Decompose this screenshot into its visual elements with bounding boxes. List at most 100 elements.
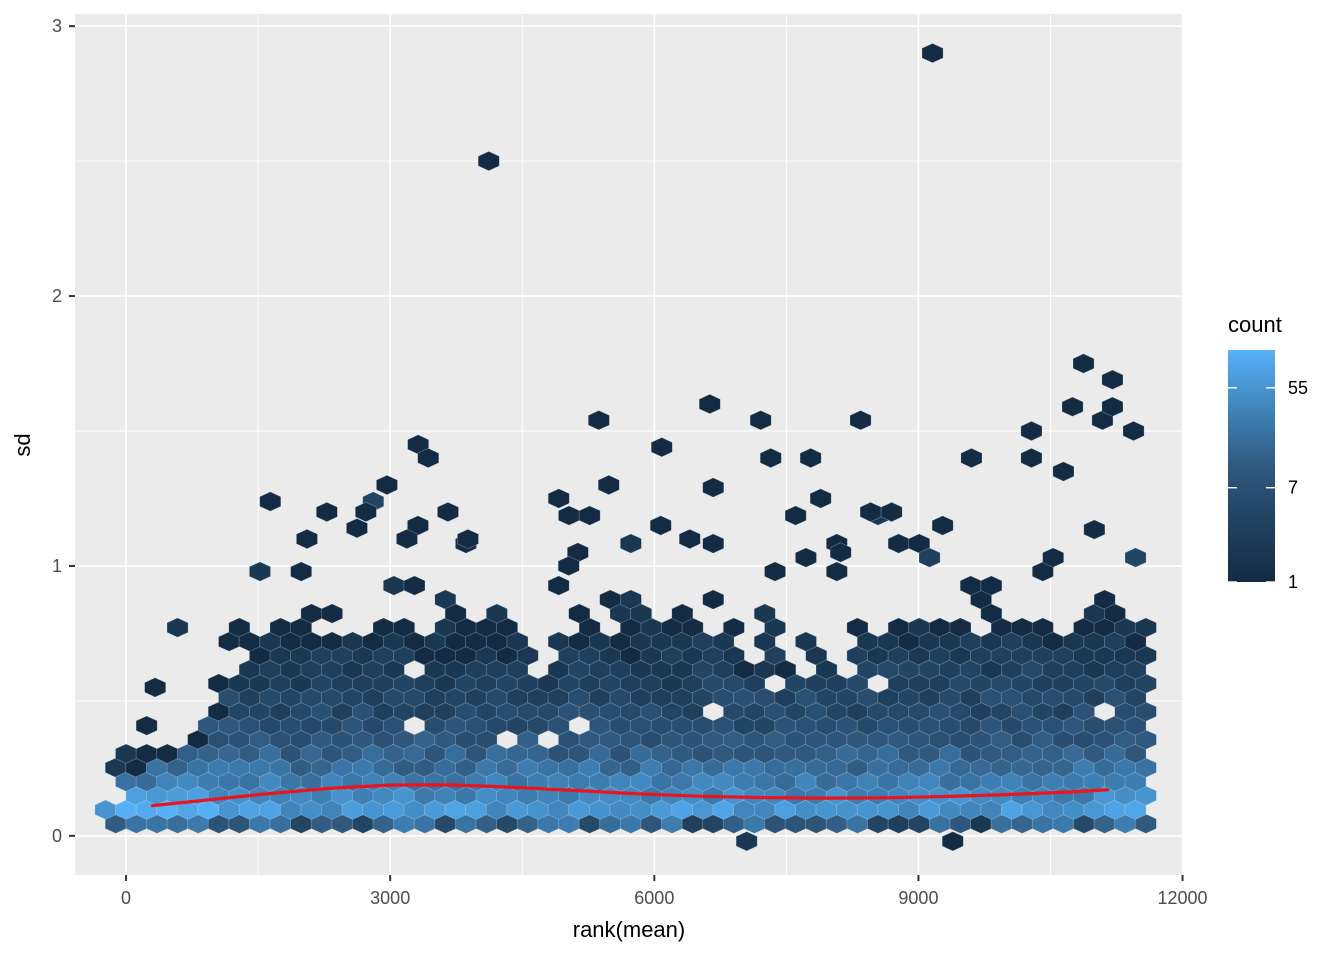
hex-cell <box>437 501 459 523</box>
hex-cell <box>444 603 467 624</box>
hex-cell <box>1020 447 1043 469</box>
hex-cell <box>1101 396 1124 417</box>
hex-cell <box>849 410 872 431</box>
hex-cell <box>799 447 822 469</box>
hex-cell <box>918 547 941 568</box>
hex-cell <box>376 474 398 496</box>
legend-break-label: 1 <box>1288 572 1298 592</box>
hex-cell <box>1061 396 1084 417</box>
hex-cell <box>417 447 440 469</box>
x-tick-label: 6000 <box>634 888 674 908</box>
hex-cell <box>931 515 954 536</box>
legend-title: count <box>1228 312 1282 337</box>
hex-cell <box>678 528 701 550</box>
y-tick-label: 3 <box>52 16 62 36</box>
hex-cell <box>396 528 418 550</box>
hex-cell <box>749 410 772 431</box>
hex-cell <box>506 631 529 652</box>
hex-cell <box>249 561 271 582</box>
hex-cell <box>1052 461 1075 482</box>
y-tick-label: 0 <box>52 826 62 846</box>
hex-cell <box>1122 420 1145 442</box>
hex-cell <box>809 488 832 509</box>
hex-cell <box>753 603 776 624</box>
hex-cell <box>619 533 642 554</box>
hex-cell <box>1101 369 1124 390</box>
hex-cell <box>941 831 964 852</box>
hex-cell <box>587 410 610 431</box>
x-tick-label: 9000 <box>898 888 938 908</box>
legend: count 55 7 1 <box>1228 312 1308 592</box>
hex-cell <box>921 43 944 64</box>
legend-break-label: 7 <box>1288 478 1298 498</box>
hex-cell <box>144 677 167 698</box>
x-tick-label: 0 <box>121 888 131 908</box>
hex-cell <box>547 488 570 509</box>
hex-cell <box>764 561 786 582</box>
hex-cell <box>702 533 725 554</box>
hex-cell <box>774 659 797 680</box>
hex-cell <box>630 603 653 624</box>
hex-cell <box>259 491 282 512</box>
hex-cell <box>403 575 426 596</box>
hex-cell <box>457 528 479 550</box>
hex-cell <box>759 447 782 469</box>
hex-cell <box>597 474 620 496</box>
hex-cell <box>1104 603 1126 624</box>
hex-cell <box>1072 353 1095 374</box>
hex-cell <box>578 505 601 526</box>
hex-cell <box>722 617 745 638</box>
hex-cell <box>568 603 591 624</box>
hex-cell <box>354 501 377 523</box>
hex-cell <box>1042 547 1065 568</box>
hex-cell <box>880 501 903 523</box>
legend-labels: 55 7 1 <box>1288 378 1308 592</box>
hex-cell <box>485 603 508 624</box>
hex-cell <box>321 603 343 624</box>
hex-cell <box>315 501 338 523</box>
grid-minor-lines <box>75 14 1183 875</box>
hex-cell <box>346 518 368 539</box>
hex-cell <box>477 151 500 172</box>
legend-ticks <box>1228 387 1275 583</box>
x-axis: 0 3000 6000 9000 12000 <box>121 875 1208 908</box>
hex-cell <box>795 631 817 652</box>
hex-cell <box>650 437 673 458</box>
hex-cell <box>166 617 189 638</box>
hex-cell <box>735 831 758 852</box>
y-axis-title: sd <box>10 433 35 456</box>
hex-cell <box>290 561 313 582</box>
y-axis: 0 1 2 3 <box>52 16 75 846</box>
hex-cell <box>407 515 429 536</box>
hex-cell <box>829 542 852 563</box>
y-tick-label: 2 <box>52 286 62 306</box>
hex-cell <box>815 659 838 680</box>
hex-cell <box>1083 519 1106 540</box>
hex-cell <box>960 447 983 469</box>
hex-cell <box>135 715 158 736</box>
hex-cell <box>784 505 807 526</box>
hex-cell <box>980 603 1003 624</box>
x-tick-label: 3000 <box>370 888 410 908</box>
legend-gradient-bar <box>1228 350 1275 582</box>
hex-cell <box>702 477 725 498</box>
hex-cell <box>671 603 694 624</box>
hex-cell <box>1124 547 1147 568</box>
hex-cell <box>980 575 1003 596</box>
hex-cell <box>1020 420 1043 442</box>
y-tick-label: 1 <box>52 556 62 576</box>
hex-cell <box>557 555 580 576</box>
hex-cell <box>547 575 570 596</box>
hex-cell <box>702 589 725 610</box>
x-axis-title: rank(mean) <box>573 917 685 942</box>
hex-cell <box>698 393 721 415</box>
x-tick-label: 12000 <box>1158 888 1208 908</box>
hex-cell <box>825 561 848 582</box>
hex-cell <box>649 515 672 536</box>
hex-cell <box>1134 617 1157 638</box>
hex-cell <box>795 547 817 568</box>
hex-cell <box>296 528 318 550</box>
smooth-line <box>150 783 1110 808</box>
